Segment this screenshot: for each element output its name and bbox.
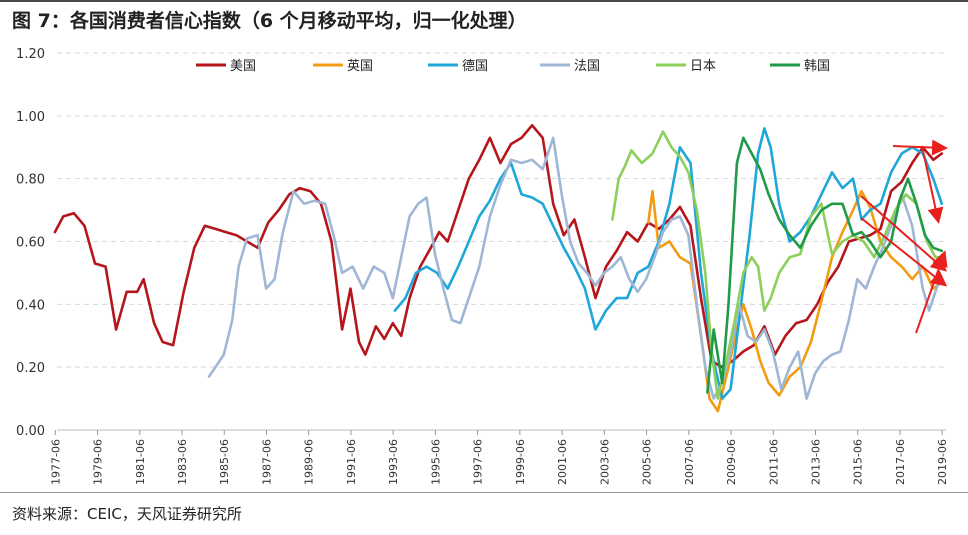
x-tick-label: 1995-06 [429, 439, 442, 485]
x-tick-label: 2009-06 [725, 439, 738, 485]
x-tick-label: 1997-06 [472, 439, 485, 485]
x-tick-label: 2005-06 [641, 439, 654, 485]
x-tick-label: 2017-06 [894, 439, 907, 485]
x-tick-label: 1991-06 [345, 439, 358, 485]
legend-label: 德国 [462, 59, 488, 74]
x-tick-label: 2015-06 [852, 439, 865, 485]
series-line [207, 136, 942, 400]
series-line [393, 127, 944, 400]
legend-label: 韩国 [804, 59, 830, 74]
legend-label: 英国 [347, 59, 373, 74]
x-tick-label: 1999-06 [514, 439, 527, 485]
series-line [646, 189, 944, 413]
series-line [611, 130, 944, 400]
chart-svg: 0.00 0.20 0.40 0.60 0.80 1.00 1.20 1977-06 1979-… [16, 47, 949, 485]
x-tick-label: 1979-06 [92, 439, 105, 485]
x-tick-label: 2019-06 [936, 439, 949, 485]
source-note: 资料来源：CEIC，天风证券研究所 [12, 505, 242, 523]
figure-title: 图 7：各国消费者信心指数（6 个月移动平均，归一化处理） [12, 10, 527, 32]
x-tick-label: 2011-06 [767, 439, 780, 485]
x-tick-label: 2007-06 [683, 439, 696, 485]
y-tick-label: 1.20 [16, 47, 45, 62]
y-tick-label: 0.00 [16, 424, 45, 439]
x-tick-label: 1987-06 [260, 439, 273, 485]
y-tick-label: 0.80 [16, 173, 45, 188]
annotation-arrow [860, 195, 948, 272]
x-tick-label: 1993-06 [387, 439, 400, 485]
legend-label: 日本 [690, 59, 716, 74]
y-tick-label: 0.60 [16, 236, 45, 251]
x-tick-label: 1985-06 [218, 439, 231, 485]
x-tick-label: 1989-06 [303, 439, 316, 485]
y-tick-label: 1.00 [16, 110, 45, 125]
annotation-arrow [892, 139, 948, 156]
y-tick-label: 0.20 [16, 361, 45, 376]
x-tick-label: 1977-06 [49, 439, 62, 485]
x-tick-label: 2013-06 [810, 439, 823, 485]
annotation-arrow [921, 145, 944, 224]
chart-area: 0.00 0.20 0.40 0.60 0.80 1.00 1.20 1977-06 1979-… [0, 38, 968, 493]
legend-label: 法国 [574, 59, 600, 74]
source-rule [0, 492, 968, 493]
series-line [53, 124, 944, 369]
series-line [706, 136, 944, 394]
x-tick-label: 2001-06 [556, 439, 569, 485]
x-tick-label: 2003-06 [598, 439, 611, 485]
x-tick-label: 1981-06 [134, 439, 147, 485]
annotation-arrow [860, 217, 948, 287]
legend-label: 美国 [230, 59, 256, 74]
top-rule [0, 0, 968, 2]
x-tick-label: 1983-06 [176, 439, 189, 485]
annotation-arrow [915, 250, 948, 334]
y-tick-label: 0.40 [16, 298, 45, 313]
